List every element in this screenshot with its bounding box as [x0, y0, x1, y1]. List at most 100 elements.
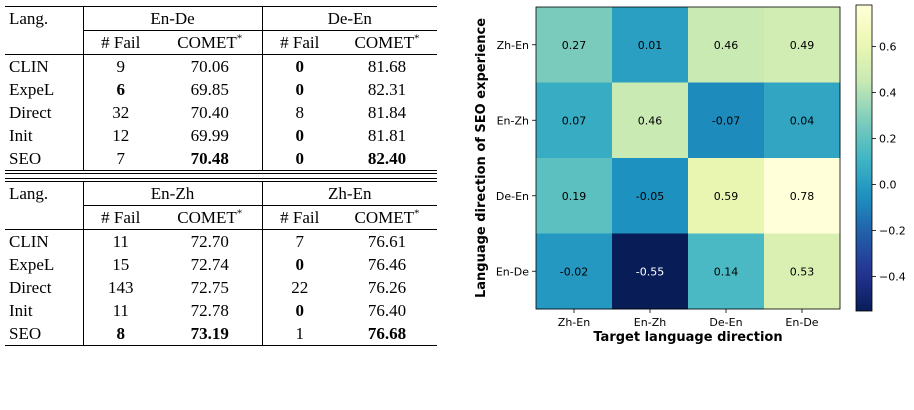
comet-score-cell: 81.68 [337, 54, 437, 78]
cell-value-label: 0.04 [790, 114, 815, 127]
results-tables: Lang. En-De De-En # Fail COMET* # Fail COMET* C… [5, 6, 437, 346]
method-name: Direct [9, 278, 52, 297]
comet-score-cell: 82.40 [337, 147, 437, 171]
fail-count-header: # Fail [261, 205, 337, 230]
heatmap-cell [688, 82, 765, 159]
colorbar-tick-label: −0.2 [879, 224, 906, 237]
y-axis: Zh-En En-Zh De-En En-De [496, 39, 536, 278]
subheader-label: # Fail [280, 208, 320, 227]
method-name: Init [9, 301, 33, 320]
method-name: SEO [5, 147, 83, 171]
table-row: Direct 32 70.40 8 81.84 [5, 101, 437, 124]
table-separator [5, 173, 437, 179]
comet-score-cell: 72.78 [190, 301, 229, 320]
fail-count-cell: 22 [261, 276, 337, 299]
cell-value-label: -0.05 [636, 190, 664, 203]
heatmap-svg: 0.27 0.01 0.46 0.49 0.07 0.46 -0.07 0.04 0.19 -0.… [474, 4, 906, 345]
comet-marker: * [414, 207, 420, 220]
fail-count-header: # Fail [82, 205, 158, 230]
comet-header: COMET* [337, 31, 437, 55]
fail-count-cell: 15 [82, 253, 158, 276]
fail-count-cell: 7 [261, 229, 337, 253]
x-axis: Zh-En En-Zh De-En En-De [558, 309, 819, 329]
y-tick-label: Zh-En [497, 39, 529, 52]
subheader-label: COMET [177, 208, 237, 227]
lang-direction-header: En-De [82, 6, 262, 31]
comet-score-cell: 70.48 [158, 147, 262, 171]
lang-direction-header: En-Zh [82, 181, 262, 206]
method-name: CLIN [5, 229, 83, 253]
comet-score-cell: 70.06 [158, 54, 262, 78]
fail-count-cell: 0 [261, 124, 337, 147]
y-tick-label: En-Zh [497, 114, 529, 127]
fail-count-cell: 6 [82, 78, 158, 101]
comet-score-cell: 76.40 [367, 301, 407, 320]
x-tick-label: En-De [785, 316, 818, 329]
table-row: CLIN 11 72.70 7 76.61 [5, 229, 437, 253]
heatmap-cell [612, 82, 689, 159]
lang-header-spacer [5, 31, 83, 55]
fail-count-cell: 9 [82, 54, 158, 78]
table-row: ExpeL 15 72.74 0 76.46 [5, 253, 437, 276]
comet-score-cell: 76.61 [337, 229, 437, 253]
method-name: Direct [9, 103, 52, 122]
table-row: Init 12 69.99 0 81.81 [5, 124, 437, 147]
heatmap-cell [688, 158, 765, 234]
colorbar-tick-label: 0.0 [879, 178, 897, 191]
fail-count-cell: 143 [82, 276, 158, 299]
x-tick-label: En-Zh [634, 316, 666, 329]
heatmap-cell [612, 158, 689, 234]
method-name: ExpeL [9, 80, 55, 99]
table-row: CLIN 9 70.06 0 81.68 [5, 54, 437, 78]
method-name: CLIN [5, 54, 83, 78]
fail-count-cell: 7 [82, 147, 158, 171]
heatmap-chart: 0.27 0.01 0.46 0.49 0.07 0.46 -0.07 0.04 0.19 -0.… [458, 0, 914, 405]
comet-score-cell: 70.40 [190, 103, 229, 122]
comet-score-cell: 76.46 [367, 255, 407, 274]
heatmap-cell [536, 82, 613, 159]
method-name: ExpeL [9, 255, 55, 274]
cell-value-label: 0.27 [562, 39, 587, 52]
comet-score-cell: 76.26 [367, 278, 407, 297]
comet-score-cell: 69.99 [190, 126, 229, 145]
cell-value-label: -0.07 [712, 114, 740, 127]
comet-score-cell: 72.74 [190, 255, 229, 274]
results-table-top: Lang. En-De De-En # Fail COMET* # Fail COMET* C… [5, 6, 437, 171]
cell-value-label: 0.01 [638, 39, 663, 52]
subheader-label: # Fail [280, 33, 320, 52]
subheader-label: COMET [177, 33, 237, 52]
method-name: Init [9, 126, 33, 145]
subheader-label: COMET [354, 33, 415, 52]
comet-score-cell: 69.85 [190, 80, 229, 99]
comet-score-cell: 73.19 [158, 322, 262, 346]
lang-direction-header: Zh-En [261, 181, 437, 206]
fail-count-cell: 11 [82, 299, 158, 322]
heatmap-cell [764, 158, 841, 234]
method-name: SEO [5, 322, 83, 346]
comet-score-cell: 81.81 [367, 126, 407, 145]
heatmap-cells: 0.27 0.01 0.46 0.49 0.07 0.46 -0.07 0.04 0.19 -0.… [536, 7, 841, 310]
cell-value-label: 0.19 [562, 190, 587, 203]
y-tick-label: En-De [496, 265, 529, 278]
comet-score-cell: 76.68 [337, 322, 437, 346]
fail-count-cell: 12 [82, 124, 158, 147]
colorbar-tick-label: −0.4 [879, 270, 906, 283]
fail-count-cell: 11 [82, 229, 158, 253]
fail-count-cell: 1 [261, 322, 337, 346]
y-axis-label: Language direction of SEO experience [474, 18, 489, 298]
table-row: Init 11 72.78 0 76.40 [5, 299, 437, 322]
heatmap-cell [764, 82, 841, 159]
colorbar-tick-label: 0.2 [879, 132, 897, 145]
comet-header: COMET* [337, 206, 437, 230]
cell-value-label: 0.46 [714, 39, 739, 52]
fail-count-cell: 32 [82, 101, 158, 124]
comet-header: COMET* [158, 206, 262, 230]
cell-value-label: 0.78 [790, 190, 815, 203]
cell-value-label: 0.46 [638, 114, 663, 127]
cell-value-label: 0.53 [790, 265, 815, 278]
heatmap-cell [688, 7, 765, 83]
cell-value-label: 0.14 [714, 265, 739, 278]
heatmap-cell [536, 158, 613, 234]
subheader-label: COMET [354, 208, 415, 227]
table-group-header-row: Lang. En-Zh Zh-En [5, 181, 437, 206]
